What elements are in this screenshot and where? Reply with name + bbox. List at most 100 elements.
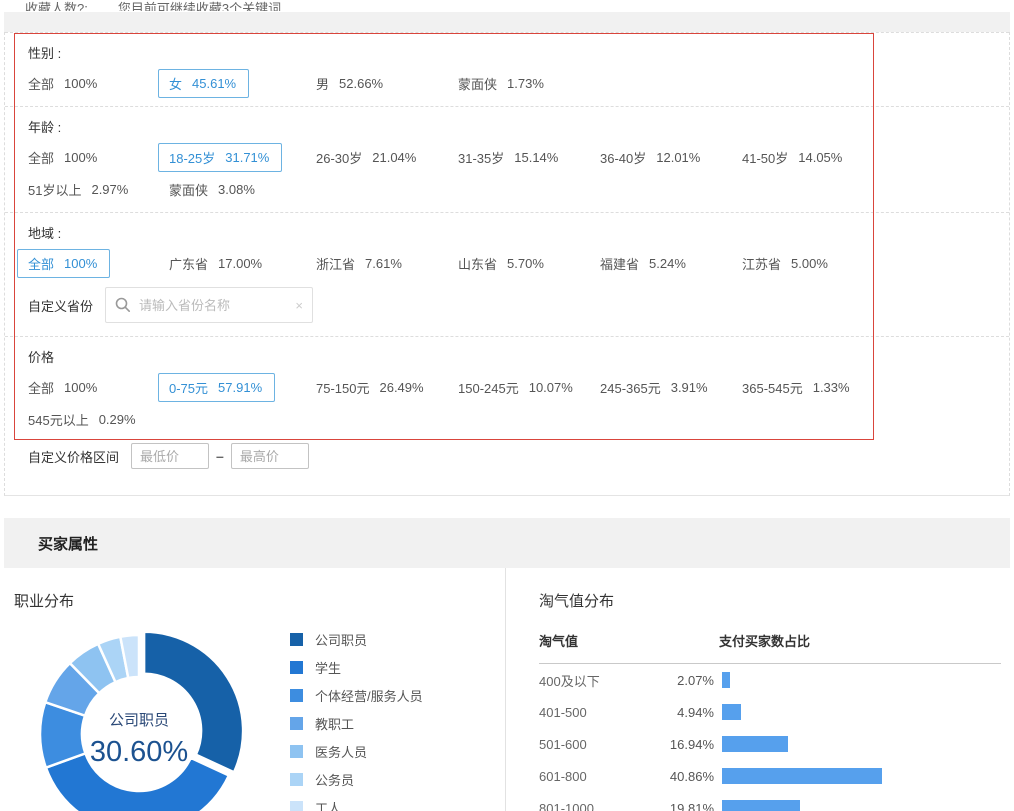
price-chips: 全部 100% 0-75元 57.91% 75-150元 26.49% 150-245元 10… (28, 373, 1009, 429)
chip-value: 100% (64, 380, 98, 395)
filter-chip[interactable]: 江苏省 5.00% (742, 254, 828, 273)
chip-value: 100% (64, 256, 98, 271)
filter-section-price: 价格 全部 100% 0-75元 57.91% 75-150元 26.49% 150-245… (5, 336, 1009, 482)
custom-province-label: 自定义省份 (28, 298, 94, 314)
filter-chip[interactable]: 31-35岁 15.14% (458, 148, 558, 167)
filter-chip[interactable]: 浙江省 7.61% (316, 254, 402, 273)
legend-item: 学生 (290, 661, 423, 676)
chip-label: 18-25岁 (169, 151, 216, 166)
legend-item: 教职工 (290, 717, 423, 732)
chip-label: 36-40岁 (600, 151, 647, 166)
filter-section-title: 年龄 : (28, 120, 62, 135)
chip-value: 3.08% (218, 182, 255, 197)
filter-chip[interactable]: 0-75元 57.91% (158, 373, 276, 402)
chip-value: 2.97% (91, 182, 129, 197)
filters-area: 性别 : 全部 100% 女 45.61% 男 52.66% 蒙面侠 1.73% 年龄 : 全… (5, 32, 1009, 482)
region-chips: 全部 100% 广东省 17.00% 浙江省 7.61% 山东省 5.70% 福建省 5.24% 江… (17, 249, 1009, 278)
taoqi-bar (722, 736, 788, 752)
chip-label: 福建省 (600, 257, 640, 272)
chip-label: 全部 (28, 381, 55, 396)
filter-chip[interactable]: 36-40岁 12.01% (600, 148, 700, 167)
filter-chip[interactable]: 75-150元 26.49% (316, 378, 424, 397)
chip-label: 全部 (28, 151, 55, 166)
filter-chip[interactable]: 福建省 5.24% (600, 254, 686, 273)
price-range-dash: – (216, 448, 224, 464)
taoqi-table-header: 淘气值 支付买家数占比 (539, 631, 1001, 664)
chip-value: 26.49% (379, 380, 424, 395)
clear-icon[interactable]: × (295, 297, 304, 313)
max-price-input[interactable] (230, 443, 309, 469)
filter-chip[interactable]: 365-545元 1.33% (742, 378, 850, 397)
filter-chip[interactable]: 广东省 17.00% (169, 254, 262, 273)
filter-chip[interactable]: 51岁以上 2.97% (28, 180, 128, 199)
chip-value: 1.73% (507, 76, 544, 91)
province-search-input[interactable] (139, 297, 292, 313)
chip-value: 14.05% (798, 150, 843, 165)
chip-value: 12.01% (656, 150, 701, 165)
collect-count-label: 收藏人数?: (25, 1, 88, 11)
chip-value: 17.00% (218, 256, 263, 271)
chip-value: 100% (64, 150, 98, 165)
taoqi-row: 401-500 4.94% (539, 696, 1001, 728)
filter-section-title: 价格 (28, 350, 55, 365)
taoqi-bar (722, 800, 800, 811)
filter-chip[interactable]: 女 45.61% (158, 69, 250, 98)
filter-chip[interactable]: 150-245元 10.07% (458, 378, 573, 397)
taoqi-range-label: 501-600 (539, 736, 587, 752)
filter-chip[interactable]: 545元以上 0.29% (28, 410, 136, 429)
chip-label: 0-75元 (169, 381, 209, 396)
taoqi-range-label: 401-500 (539, 704, 587, 720)
chip-label: 男 (316, 77, 330, 92)
province-search-box[interactable]: × (105, 287, 314, 323)
filter-section-gender: 性别 : 全部 100% 女 45.61% 男 52.66% 蒙面侠 1.73% (5, 32, 1009, 106)
chip-label: 蒙面侠 (458, 77, 498, 92)
taoqi-rows: 400及以下 2.07% 401-500 4.94% 501-600 16.94% 601-… (539, 664, 1010, 811)
filter-chip[interactable]: 全部 100% (28, 74, 97, 93)
chip-value: 21.04% (372, 150, 417, 165)
taoqi-bar (722, 704, 741, 720)
taoqi-percent: 2.07% (677, 672, 714, 688)
taoqi-row: 400及以下 2.07% (539, 664, 1001, 696)
filter-chip[interactable]: 26-30岁 21.04% (316, 148, 416, 167)
legend-label: 医务人员 (315, 745, 368, 760)
filter-chip[interactable]: 全部 100% (17, 249, 111, 278)
filter-chip[interactable]: 41-50岁 14.05% (742, 148, 842, 167)
taoqi-percent: 4.94% (677, 704, 714, 720)
filter-chip[interactable]: 蒙面侠 3.08% (169, 180, 255, 199)
taoqi-chart-panel: 淘气值分布 淘气值 支付买家数占比 400及以下 2.07% 401-500 4.94… (505, 568, 1010, 811)
custom-price-label: 自定义价格区间 (28, 449, 120, 465)
chip-label: 150-245元 (458, 381, 519, 396)
min-price-input[interactable] (131, 443, 210, 469)
chip-value: 5.24% (649, 256, 686, 271)
filter-chip[interactable]: 18-25岁 31.71% (158, 143, 283, 172)
chip-label: 全部 (28, 77, 55, 92)
legend-label: 公务员 (315, 773, 355, 788)
filter-chip[interactable]: 男 52.66% (316, 74, 383, 93)
search-icon (115, 297, 131, 312)
chip-value: 10.07% (528, 380, 573, 395)
chip-value: 57.91% (218, 380, 263, 395)
chip-value: 15.14% (514, 150, 559, 165)
occupation-donut-chart (38, 630, 245, 811)
occupation-chart-panel: 职业分布 公司职员 30.60% 公司职员 学生 个体经营/服务人员 教职工 医务人员公… (4, 568, 505, 811)
legend-swatch (290, 689, 303, 702)
chip-label: 41-50岁 (742, 151, 789, 166)
taoqi-percent: 40.86% (669, 768, 714, 784)
taoqi-row: 601-800 40.86% (539, 760, 1001, 792)
chip-label: 26-30岁 (316, 151, 363, 166)
filter-chip[interactable]: 蒙面侠 1.73% (458, 74, 544, 93)
chip-value: 1.33% (812, 380, 850, 395)
filter-chip[interactable]: 全部 100% (28, 148, 97, 167)
filter-chip[interactable]: 245-365元 3.91% (600, 378, 708, 397)
legend-swatch (290, 773, 303, 786)
chip-value: 0.29% (98, 412, 136, 427)
chip-label: 75-150元 (316, 381, 370, 396)
taoqi-col-value: 淘气值 (539, 634, 579, 649)
taoqi-row: 801-1000 19.81% (539, 792, 1001, 811)
filter-chip[interactable]: 全部 100% (28, 378, 97, 397)
donut-slice (44, 751, 231, 811)
filter-chip[interactable]: 山东省 5.70% (458, 254, 544, 273)
top-clipped-text: 收藏人数?: 您目前可继续收藏3个关键词 (0, 0, 1014, 11)
chip-label: 245-365元 (600, 381, 661, 396)
